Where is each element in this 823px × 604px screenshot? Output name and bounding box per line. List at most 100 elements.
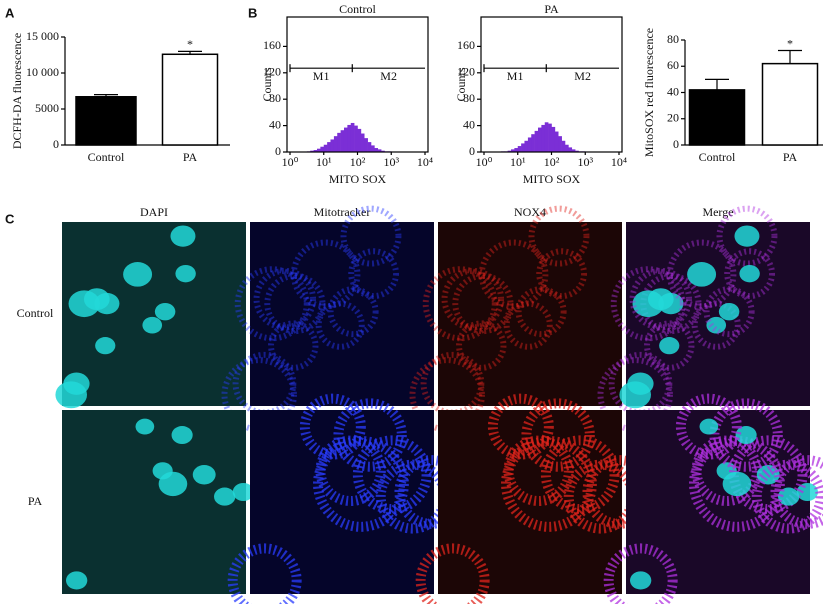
histogram-bar [558,136,562,152]
x-tick-label: 10⁴ [417,155,433,169]
histogram-bar [517,146,522,152]
y-tick-label: 160 [263,38,281,52]
cytoplasm [691,435,762,507]
column-label: NOX4 [514,205,546,219]
panel-letter: C [5,211,15,226]
panel-letter: B [248,5,257,20]
histogram-bar [337,132,341,152]
cytoplasm [691,300,741,350]
histogram-bar [568,147,573,152]
cytoplasm [487,393,554,460]
chart-title: PA [544,2,559,16]
y-tick-label: 0 [469,144,475,158]
y-tick-label: 60 [667,58,679,72]
y-tick-label: 80 [667,32,679,46]
histogram-bar [514,148,519,152]
nucleus [95,337,116,355]
histogram-bar [370,145,375,152]
cytoplasm [415,543,490,604]
x-tick-label: Control [699,150,736,164]
histogram-bar [317,148,321,152]
micrograph [62,410,246,594]
cytoplasm [515,286,567,338]
cytoplasm [290,239,361,310]
y-tick-label: 0 [673,137,679,151]
histogram-bar [333,136,338,152]
y-tick-label: 120 [457,65,475,79]
cytoplasm [629,267,693,331]
nucleus [158,471,188,497]
histogram-bar [575,150,579,152]
histogram-bar [554,131,559,152]
nucleus [659,337,680,355]
nucleus [718,302,740,321]
cytoplasm [503,435,574,507]
histogram-bar [323,144,328,152]
histogram-bar [377,149,382,152]
y-tick-label: 160 [457,38,475,52]
cytoplasm [666,239,737,310]
cytoplasm [221,357,297,433]
cytoplasm [352,435,432,515]
bar [161,53,219,146]
y-tick-label: 40 [269,117,281,131]
histogram-bar [521,143,525,152]
cytoplasm [299,393,366,460]
nucleus [142,316,163,334]
nucleus [778,487,800,506]
histogram-bar [310,150,314,152]
nucleus [699,418,719,435]
histogram-bar [507,150,512,152]
cytoplasm [327,286,379,338]
cytoplasm [703,286,755,338]
cytoplasm [422,266,498,342]
x-tick-label: 10³ [383,155,399,169]
nucleus [214,487,236,506]
histogram-bar [320,146,325,152]
cytoplasm [716,205,778,267]
nucleus [687,262,717,287]
histogram-bar [313,150,318,152]
histogram-bar [527,137,532,152]
histogram-bar [327,142,331,152]
histogram-bar [357,128,362,152]
y-tick-label: 20 [667,111,679,125]
cytoplasm [234,266,310,342]
y-tick-label: 5000 [35,101,59,115]
row-label: Control [17,306,54,320]
nucleus [170,225,196,247]
cytoplasm [315,435,386,507]
x-tick-label: 10¹ [316,155,332,169]
x-axis-label: MITO SOX [523,172,581,186]
histogram-bar [551,126,556,152]
histogram-bar [541,124,546,152]
nucleus [734,225,760,247]
cytoplasm [348,248,400,300]
x-tick-label: 10⁰ [476,155,493,169]
cytoplasm [597,357,673,433]
histogram-bar [364,138,368,152]
micrograph [250,222,434,406]
x-axis-label: MITO SOX [329,172,387,186]
y-tick-label: 15 000 [26,29,59,43]
cytoplasm [340,205,402,267]
cytoplasm [644,320,695,371]
y-tick-label: 40 [667,84,679,98]
histogram-bar [343,127,348,152]
gate-label: M2 [380,69,397,83]
chart-title: Control [339,2,376,16]
nucleus [629,571,652,590]
x-tick-label: 10¹ [510,155,526,169]
column-label: Mitotracker [314,205,371,219]
cytoplasm [264,272,326,335]
nucleus [55,381,88,409]
nucleus [171,426,193,445]
nucleus [706,316,727,334]
x-tick-label: Control [88,150,125,164]
histogram-bar [347,124,352,152]
cytoplasm [313,435,409,532]
cytoplasm [675,393,742,460]
histogram-bar [330,139,335,152]
histogram-bar [571,149,576,152]
